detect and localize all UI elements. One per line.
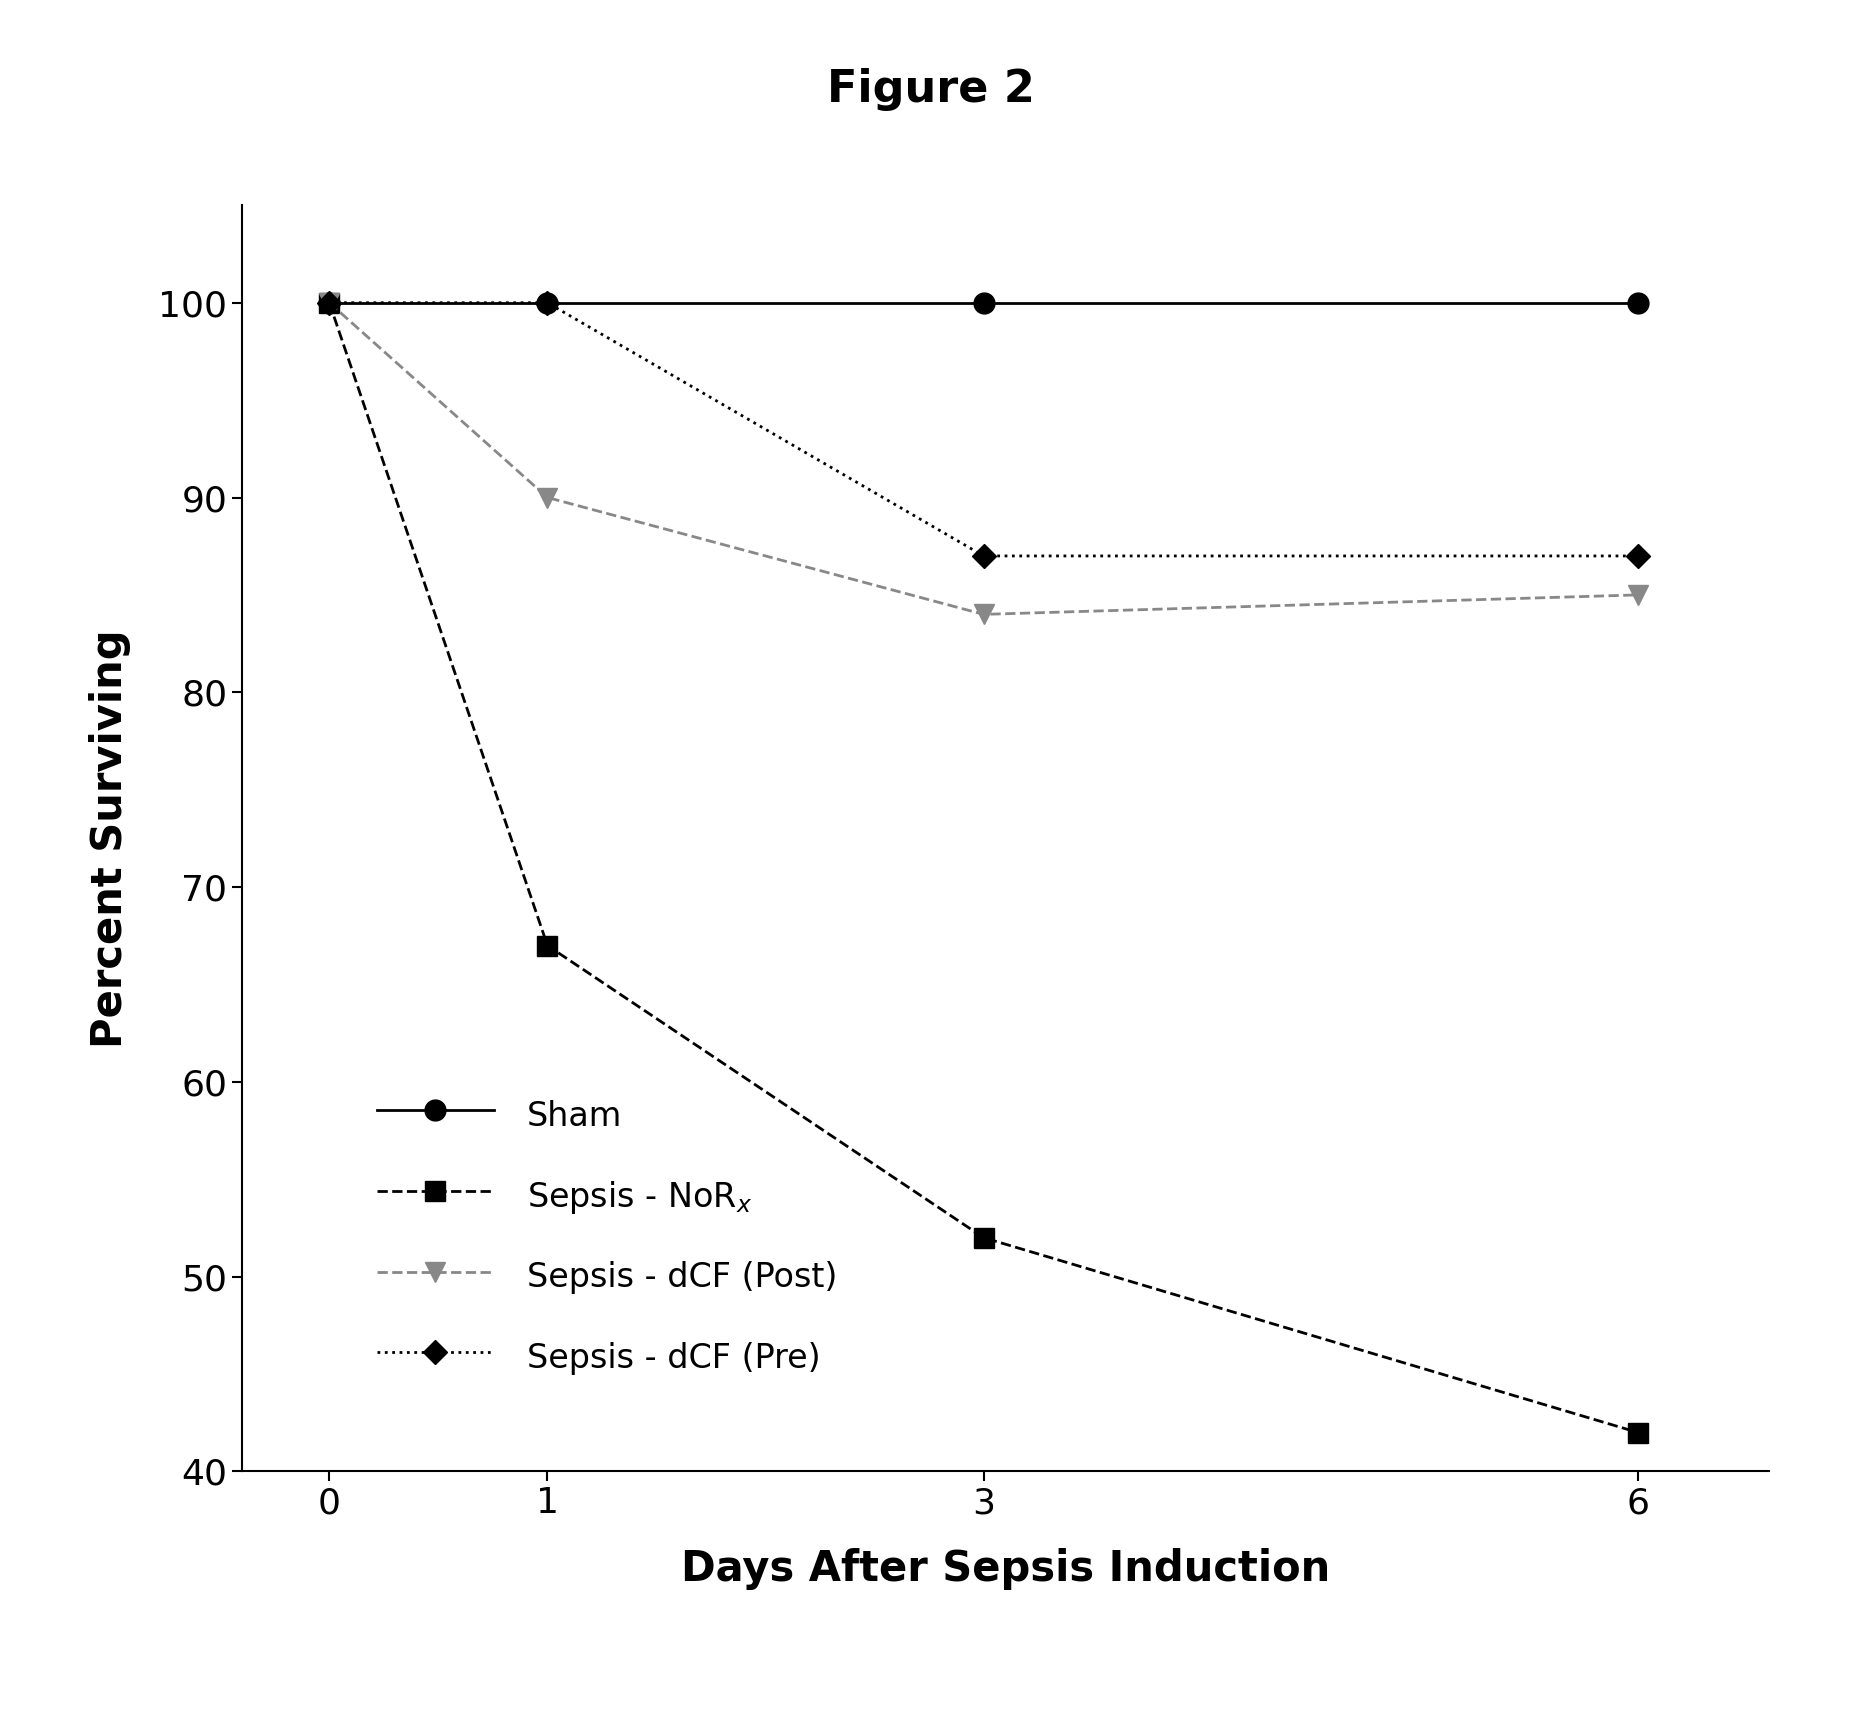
- Sham: [1627, 293, 1650, 313]
- Line: Sepsis - dCF (Post): Sepsis - dCF (Post): [318, 293, 1648, 625]
- Legend: Sham, Sepsis - NoR$_x$, Sepsis - dCF (Post), Sepsis - dCF (Pre): Sham, Sepsis - NoR$_x$, Sepsis - dCF (Po…: [350, 1068, 864, 1405]
- Sepsis - dCF (Pre): [1627, 546, 1650, 566]
- Sepsis - dCF (Pre): [972, 546, 994, 566]
- Sham: [536, 293, 559, 313]
- Sepsis - NoR$_x$: [972, 1227, 994, 1247]
- Line: Sepsis - dCF (Pre): Sepsis - dCF (Pre): [320, 294, 1646, 565]
- Sepsis - dCF (Post): [1627, 585, 1650, 606]
- Sepsis - dCF (Post): [318, 293, 341, 313]
- X-axis label: Days After Sepsis Induction: Days After Sepsis Induction: [681, 1548, 1329, 1590]
- Text: Figure 2: Figure 2: [827, 68, 1035, 111]
- Line: Sepsis - NoR$_x$: Sepsis - NoR$_x$: [318, 293, 1648, 1442]
- Sepsis - dCF (Pre): [318, 293, 341, 313]
- Y-axis label: Percent Surviving: Percent Surviving: [89, 630, 130, 1047]
- Sepsis - dCF (Pre): [536, 293, 559, 313]
- Sepsis - dCF (Post): [536, 488, 559, 508]
- Sham: [972, 293, 994, 313]
- Sepsis - NoR$_x$: [318, 293, 341, 313]
- Sham: [318, 293, 341, 313]
- Sepsis - NoR$_x$: [1627, 1422, 1650, 1442]
- Sepsis - dCF (Post): [972, 604, 994, 625]
- Line: Sham: Sham: [318, 293, 1648, 313]
- Sepsis - NoR$_x$: [536, 936, 559, 956]
